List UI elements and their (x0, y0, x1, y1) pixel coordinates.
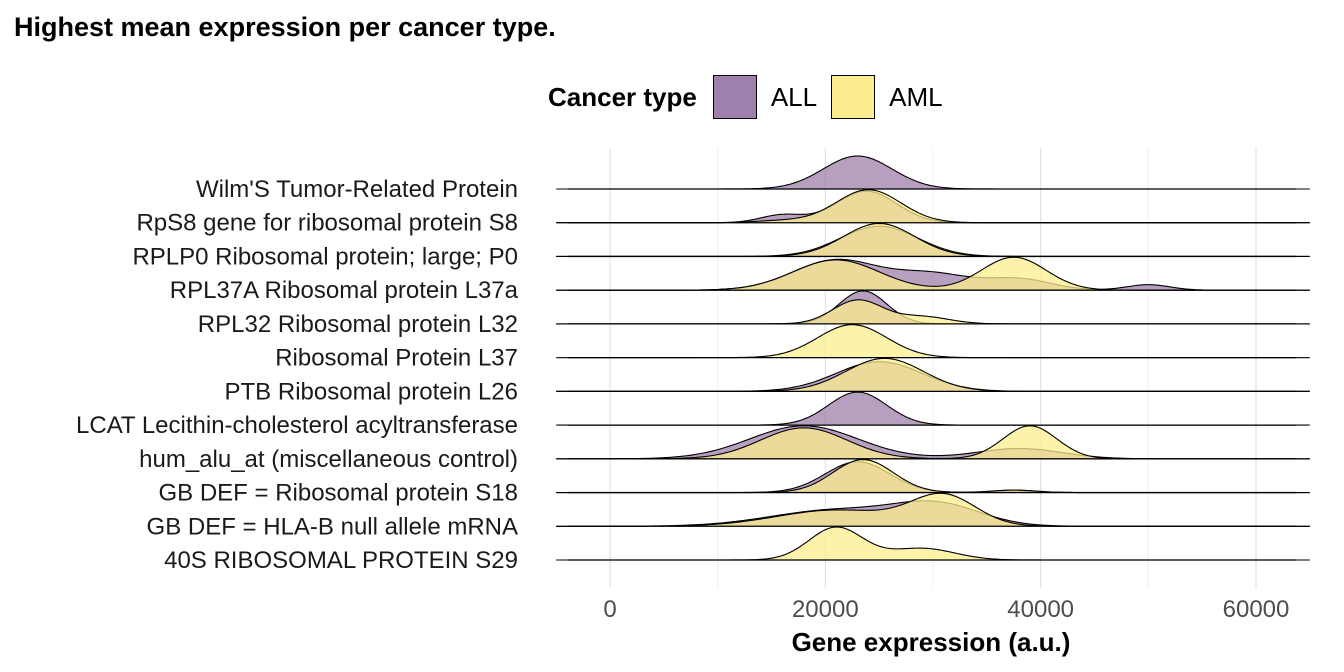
density-all-area (556, 259, 1310, 291)
ridge-row (556, 458, 1310, 494)
y-tick-label: Ribosomal Protein L37 (275, 345, 518, 372)
ridge-row (556, 290, 1310, 325)
legend-item-all: ALL (712, 75, 818, 119)
legend-label-all: ALL (770, 81, 818, 112)
x-tick-label: 0 (603, 596, 616, 623)
legend-label-aml: AML (889, 81, 943, 112)
y-tick-label: 40S RIBOSOMAL PROTEIN S29 (164, 547, 518, 574)
y-tick-label: PTB Ribosomal protein L26 (225, 378, 518, 405)
ridge-row (556, 222, 1310, 258)
ridge-row (556, 492, 1310, 527)
ridge-row (556, 155, 1310, 190)
density-aml-area (556, 358, 1310, 392)
legend-title: Cancer type (548, 81, 697, 112)
x-tick-label: 60000 (1223, 596, 1290, 623)
ridge-row (556, 357, 1310, 393)
y-tick-label: RPL32 Ribosomal protein L32 (198, 311, 518, 338)
legend-key-aml (831, 75, 876, 119)
y-tick-label: RPLP0 Ribosomal protein; large; P0 (132, 243, 518, 270)
chart-title: Highest mean expression per cancer type. (14, 12, 556, 42)
y-tick-label: GB DEF = HLA-B null allele mRNA (147, 513, 518, 540)
ridge-row (556, 189, 1310, 224)
density-aml-area (556, 527, 1310, 560)
ridge-row (556, 391, 1310, 426)
x-axis-title: Gene expression (a.u.) (792, 627, 1071, 657)
x-axis-labels: 0 20000 40000 60000 (603, 596, 1289, 623)
density-aml-area (556, 493, 1310, 527)
legend-key-all (712, 75, 757, 119)
ridge-row (556, 324, 1310, 359)
y-tick-label: LCAT Lecithin-cholesterol acyltransferas… (76, 412, 518, 439)
legend: Cancer type ALL AML (548, 74, 957, 120)
legend-item-aml: AML (831, 75, 943, 119)
density-aml-area (556, 223, 1310, 257)
x-tick-label: 40000 (1007, 596, 1074, 623)
y-axis-labels: Wilm'S Tumor-Related Protein RpS8 gene fo… (76, 176, 519, 574)
x-tick-label: 20000 (792, 596, 859, 623)
ridges (556, 155, 1310, 561)
density-aml-area (556, 425, 1310, 459)
y-tick-label: RpS8 gene for ribosomal protein S8 (136, 210, 518, 237)
ridge-row (556, 256, 1310, 291)
ridge-row (556, 526, 1310, 561)
y-tick-label: Wilm'S Tumor-Related Protein (196, 176, 518, 203)
y-tick-label: hum_alu_at (miscellaneous control) (139, 446, 518, 473)
y-tick-label: RPL37A Ribosomal protein L37a (170, 277, 519, 304)
ridge-row (556, 425, 1310, 460)
y-tick-label: GB DEF = Ribosomal protein S18 (159, 480, 519, 507)
density-aml-area (556, 299, 1310, 324)
